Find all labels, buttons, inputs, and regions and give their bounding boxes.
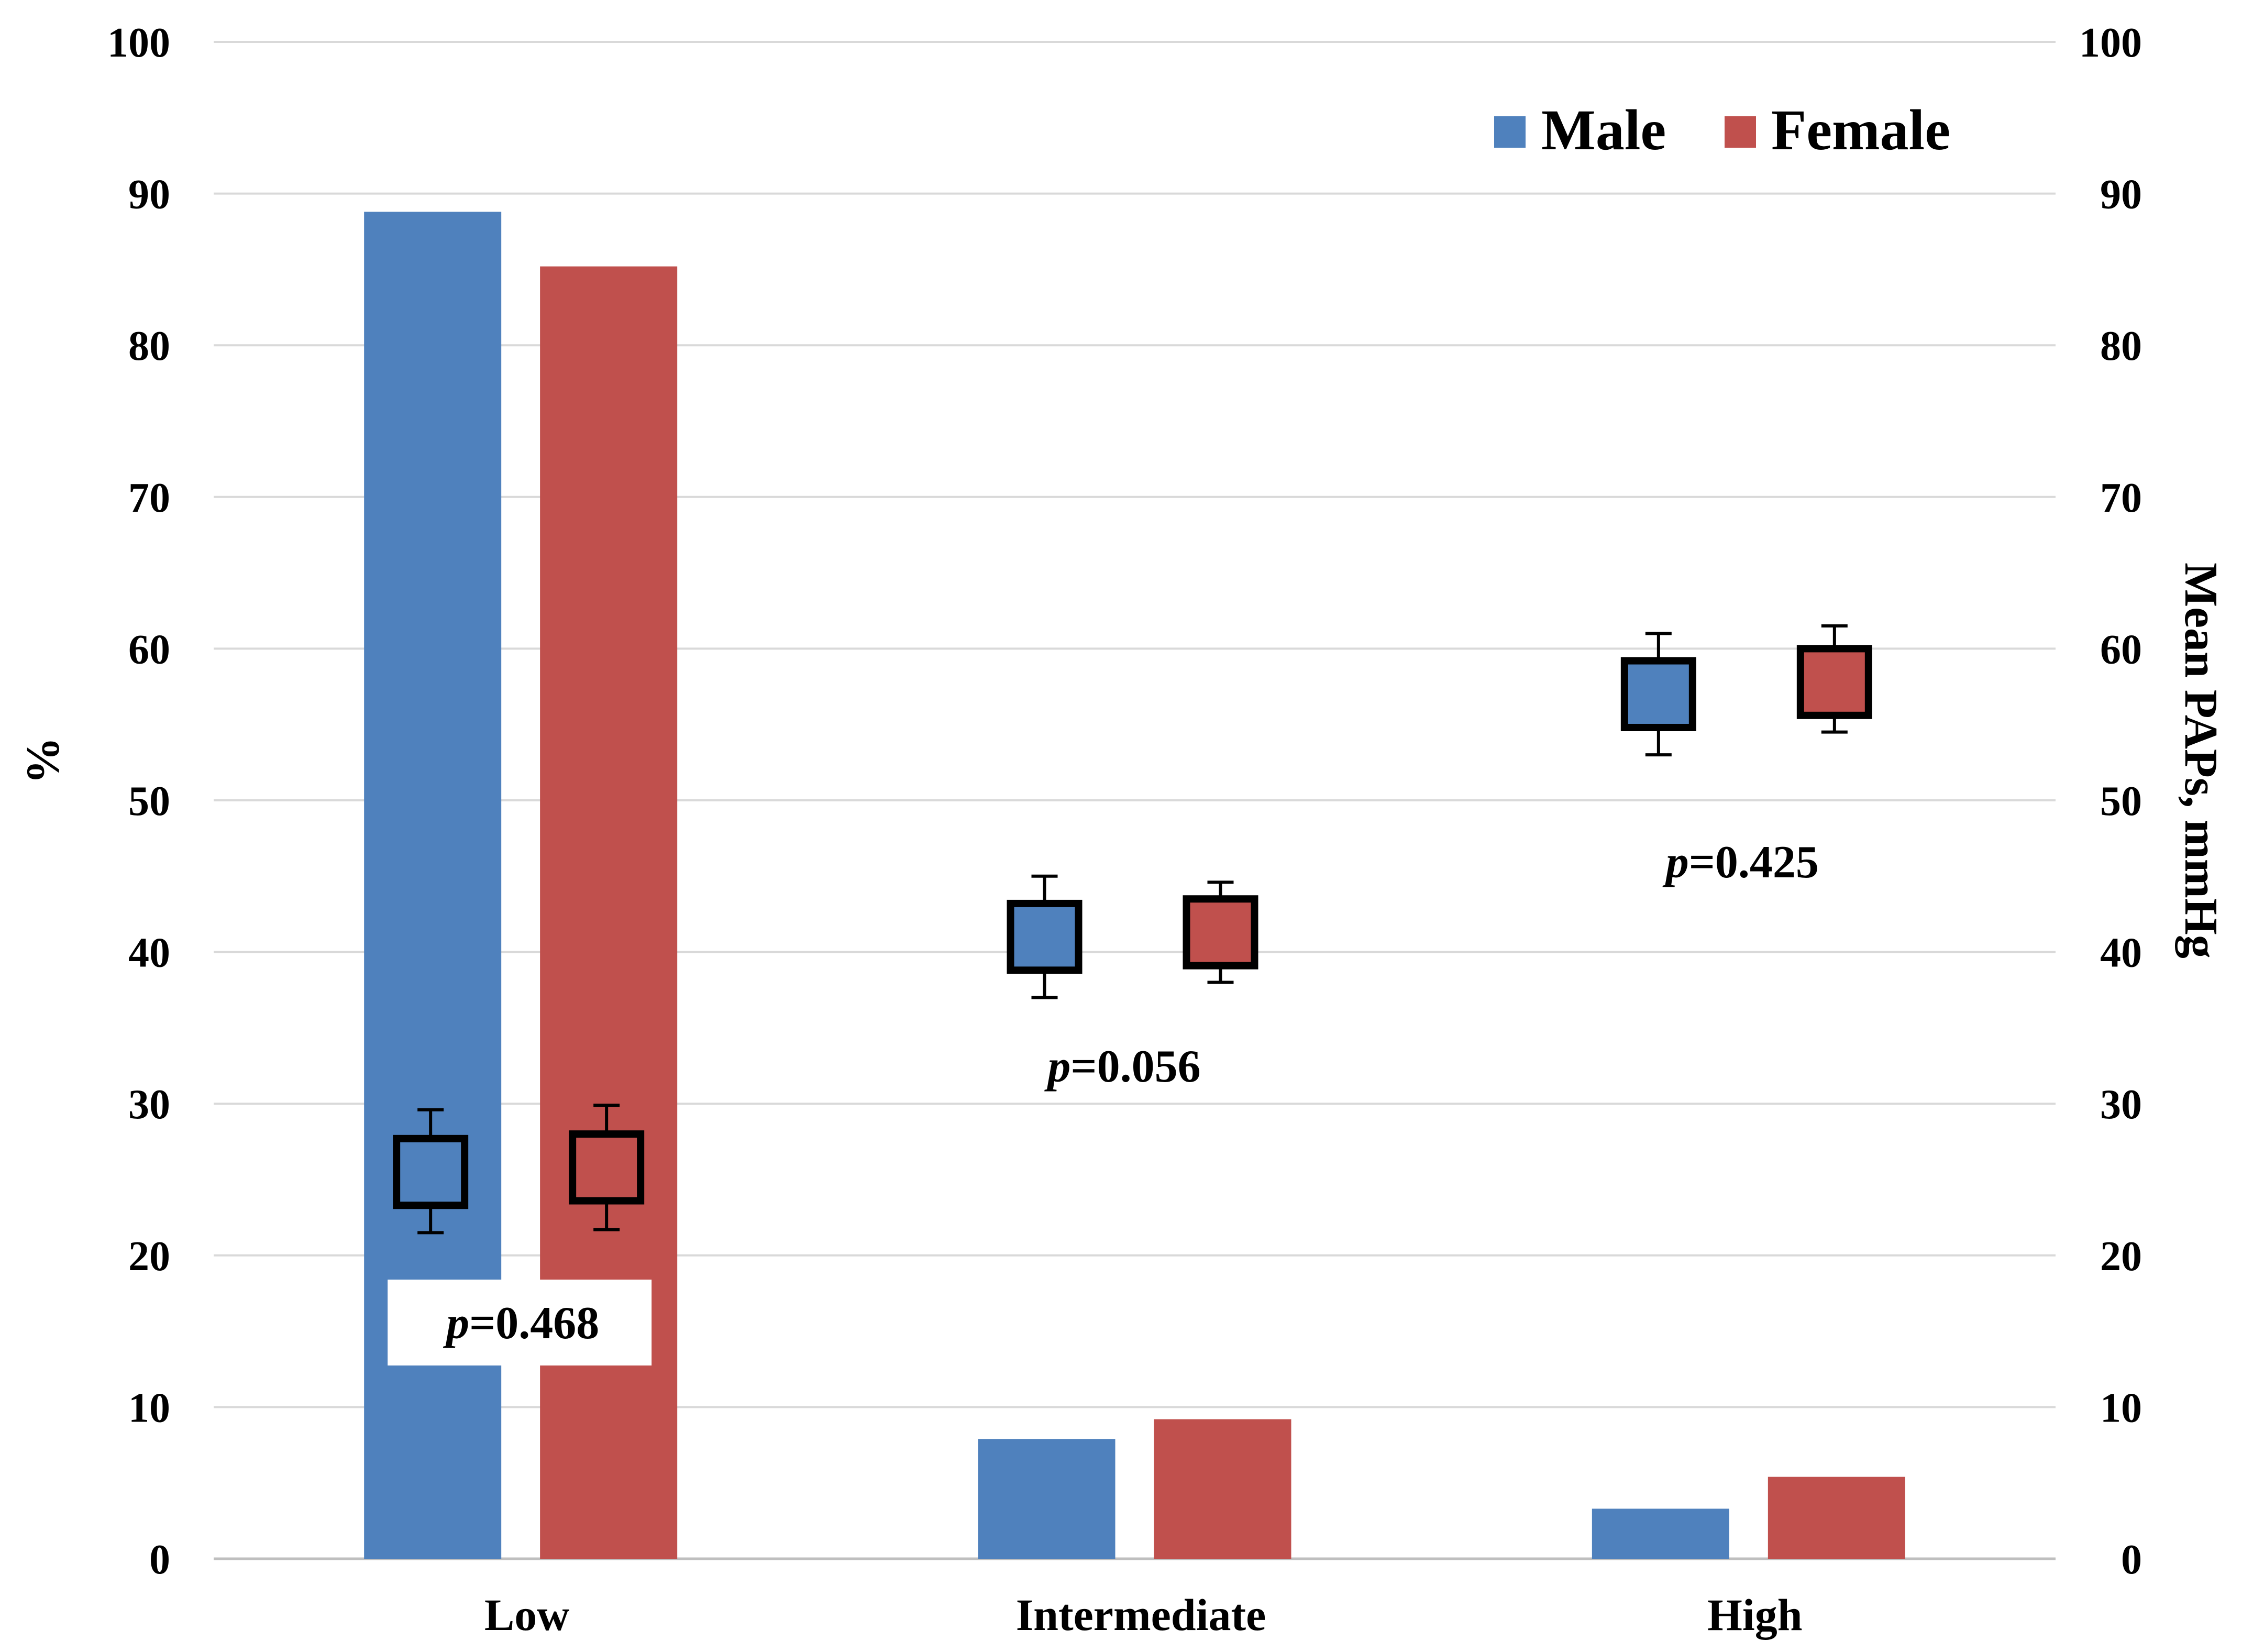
mean-box: [393, 1135, 469, 1209]
paps-marker-male-intermediate: [1007, 874, 1083, 999]
p-value-label: p=0.468: [443, 1298, 599, 1349]
y2-tick-label: 100: [2079, 20, 2142, 66]
y2-tick-label: 80: [2100, 323, 2142, 369]
p-value-prefix: p: [1044, 1041, 1070, 1092]
legend-swatch-female: [1725, 116, 1756, 148]
y-tick-label: 60: [128, 626, 170, 673]
paps-marker-male-high: [1620, 632, 1696, 757]
bar-male-intermediate: [978, 1439, 1116, 1559]
y2-tick-label: 40: [2100, 930, 2142, 976]
y2-tick-label: 0: [2121, 1537, 2142, 1583]
mean-box: [1007, 899, 1083, 974]
mean-box: [1183, 895, 1258, 970]
category-labels: Low Intermediate High: [484, 1590, 1803, 1640]
p-value-number: =0.056: [1070, 1041, 1200, 1092]
p-value-label: p=0.056: [1044, 1041, 1200, 1092]
y-tick-label: 40: [128, 930, 170, 976]
mean-paps-markers: [393, 624, 1872, 1235]
y-tick-label: 90: [128, 172, 170, 218]
legend: Male Female: [1494, 98, 1950, 162]
y2-tick-label: 90: [2100, 172, 2142, 218]
paps-marker-female-low: [569, 1104, 645, 1231]
paps-marker-female-high: [1796, 624, 1872, 734]
y2-tick-label: 70: [2100, 475, 2142, 521]
bar-female-intermediate: [1154, 1419, 1291, 1559]
y-tick-label: 50: [128, 778, 170, 824]
category-label: High: [1707, 1590, 1803, 1640]
bar-female-high: [1768, 1477, 1905, 1559]
y2-axis-title: Mean PAPs, mmHg: [2175, 563, 2227, 959]
p-value-number: =0.425: [1689, 837, 1819, 888]
category-label: Low: [484, 1590, 569, 1640]
legend-label-female: Female: [1771, 98, 1950, 162]
y-tick-label: 80: [128, 323, 170, 369]
y2-tick-label: 10: [2100, 1385, 2142, 1431]
mean-box: [569, 1130, 645, 1205]
mean-box: [1620, 657, 1696, 731]
y-tick-label: 30: [128, 1082, 170, 1128]
left-axis-ticks: 0 10 20 30 40 50 60 70 80 90 100: [107, 20, 170, 1583]
paps-marker-female-intermediate: [1183, 880, 1258, 984]
p-value-number: =0.468: [469, 1298, 599, 1349]
right-axis-ticks: 0 10 20 30 40 50 60 70 80 90 100: [2079, 20, 2142, 1583]
gridlines: [214, 41, 2056, 1560]
legend-swatch-male: [1494, 116, 1526, 148]
y-axis-title: %: [17, 737, 69, 784]
legend-label-male: Male: [1541, 98, 1666, 162]
y2-tick-label: 30: [2100, 1082, 2142, 1128]
y-tick-label: 100: [107, 20, 170, 66]
p-value-prefix: p: [1662, 837, 1689, 888]
mean-box: [1796, 645, 1872, 719]
category-label: Intermediate: [1016, 1590, 1266, 1640]
y2-tick-label: 50: [2100, 778, 2142, 824]
y-tick-label: 10: [128, 1385, 170, 1431]
y-tick-label: 20: [128, 1234, 170, 1280]
y2-tick-label: 60: [2100, 626, 2142, 673]
y-tick-label: 70: [128, 475, 170, 521]
bar-male-high: [1592, 1508, 1729, 1559]
p-value-prefix: p: [443, 1298, 469, 1349]
paps-marker-male-low: [393, 1108, 469, 1235]
y-tick-label: 0: [149, 1537, 170, 1583]
p-value-label: p=0.425: [1662, 837, 1819, 888]
p-value-background: [388, 1280, 652, 1365]
y2-tick-label: 20: [2100, 1234, 2142, 1280]
